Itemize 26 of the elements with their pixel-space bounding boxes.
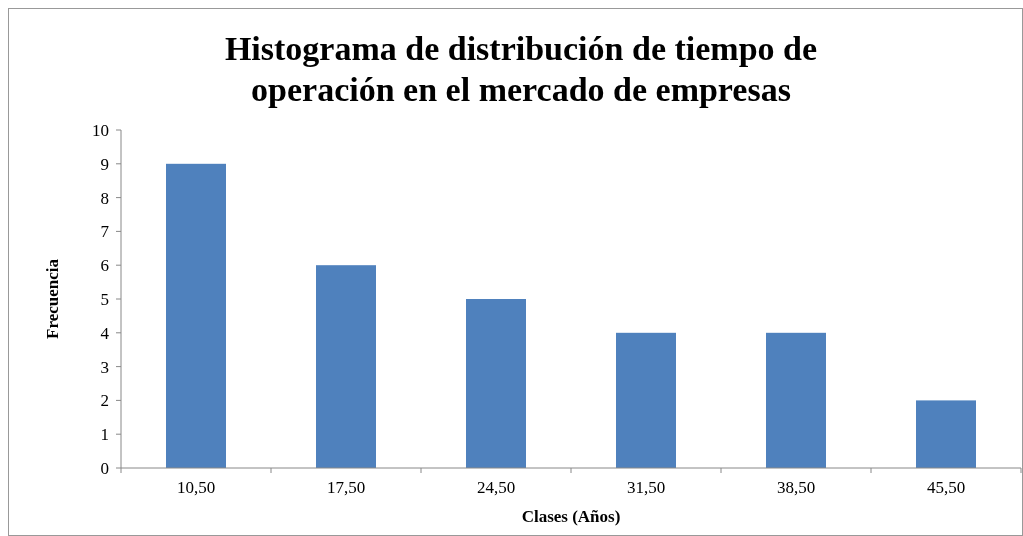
bar [766,332,826,468]
x-tick-label: 24,50 [476,478,516,497]
y-tick-label: 7 [100,222,110,242]
y-tick-label: 6 [100,256,109,276]
chart-title: Histograma de distribución de tiempo de operación en el mercado de empresas [224,30,818,108]
y-tick-label: 0 [100,458,109,478]
x-tick-label: 38,50 [776,478,816,497]
bar [616,332,676,468]
y-tick-label: 3 [100,357,109,377]
y-tick-label: 9 [100,154,109,174]
x-tick-label: 31,50 [626,478,666,497]
x-axis-title: Clases (Años) [521,507,621,526]
y-axis-title: Frecuencia [43,258,62,339]
x-tick-label: 45,50 [926,478,966,497]
bar [316,265,376,468]
y-tick-label: 4 [100,323,110,343]
x-tick-label: 17,50 [326,478,366,497]
y-tick-label: 5 [100,289,109,309]
y-tick-label: 10 [92,120,109,140]
y-tick-label: 2 [100,391,109,411]
bar [466,299,526,468]
bar [166,163,226,468]
y-tick-label: 1 [100,425,109,445]
x-tick-label: 10,50 [176,478,216,497]
bar [916,400,976,468]
y-tick-label: 8 [100,188,109,208]
